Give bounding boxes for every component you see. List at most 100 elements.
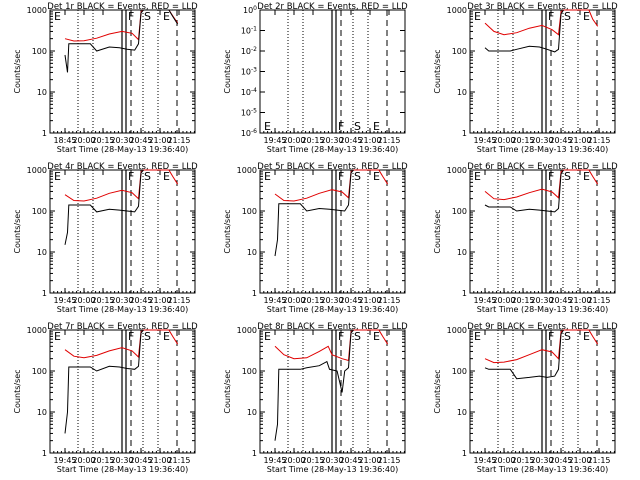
x-tick-label: 19:45 — [263, 296, 286, 305]
y-axis-label: Counts/sec — [223, 209, 232, 253]
lld-series-line — [274, 169, 389, 202]
event-marker-label: E — [583, 330, 590, 343]
x-tick-label: 20:15 — [511, 136, 534, 145]
y-tick-label: 10 — [457, 88, 467, 97]
chart-panel-7: Det 7r BLACK = Events, RED = LLD 1 10 100 10… — [13, 322, 198, 474]
y-tick-label: 100 — [452, 47, 467, 56]
events-series-line — [64, 169, 144, 245]
event-marker-label: S — [564, 170, 571, 183]
event-marker-label: E — [474, 170, 481, 183]
y-tick-label: 10-6 — [241, 128, 257, 138]
events-series-line — [274, 329, 354, 441]
x-tick-label: 20:15 — [91, 456, 114, 465]
x-tick-label: 20:00 — [72, 456, 95, 465]
x-tick-label: 21:15 — [377, 456, 400, 465]
lld-series-line — [484, 329, 599, 364]
x-tick-label: 20:30 — [320, 136, 343, 145]
x-tick-label: 20:15 — [91, 136, 114, 145]
y-tick-label: 10 — [247, 248, 257, 257]
x-tick-label: 21:00 — [148, 136, 171, 145]
event-marker-label: E — [54, 10, 61, 23]
event-marker-label: F — [338, 120, 344, 133]
events-series-line — [274, 169, 354, 257]
events-series-line — [484, 9, 564, 53]
y-tick-label: 1 — [462, 129, 467, 138]
y-tick-label: 100 — [32, 47, 47, 56]
x-tick-label: 20:45 — [129, 456, 152, 465]
panel-title: Det 1r BLACK = Events, RED = LLD — [47, 2, 198, 12]
event-marker-label: E — [373, 170, 380, 183]
x-tick-label: 20:30 — [320, 456, 343, 465]
y-tick-label: 10 — [37, 88, 47, 97]
event-marker-label: E — [583, 170, 590, 183]
x-tick-label: 20:30 — [110, 296, 133, 305]
event-marker-label: E — [54, 170, 61, 183]
x-tick-label: 20:30 — [530, 456, 553, 465]
lld-series-line — [64, 169, 179, 202]
y-tick-label: 1000 — [447, 326, 467, 335]
y-tick-label: 1 — [42, 449, 47, 458]
panel-title: Det 7r BLACK = Events, RED = LLD — [47, 322, 198, 332]
x-tick-label: 21:00 — [568, 456, 591, 465]
x-axis-label: Start Time (28-May-13 19:36:40) — [57, 465, 188, 474]
x-tick-label: 20:15 — [91, 296, 114, 305]
x-tick-label: 20:00 — [492, 296, 515, 305]
event-marker-label: S — [564, 10, 571, 23]
x-tick-label: 20:00 — [282, 296, 305, 305]
y-tick-label: 1000 — [447, 6, 467, 15]
x-axis-label: Start Time (28-May-13 19:36:40) — [267, 305, 398, 314]
event-marker-label: S — [564, 330, 571, 343]
y-tick-label: 1 — [252, 449, 257, 458]
x-tick-label: 20:45 — [549, 136, 572, 145]
y-axis-label: Counts/sec — [433, 209, 442, 253]
chart-panel-9: Det 9r BLACK = Events, RED = LLD 1 10 100 10… — [433, 322, 618, 474]
x-tick-label: 20:45 — [339, 136, 362, 145]
y-tick-label: 1 — [252, 289, 257, 298]
event-marker-label: E — [163, 10, 170, 23]
chart-panel-6: Det 6r BLACK = Events, RED = LLD 1 10 100 10… — [433, 162, 618, 314]
x-tick-label: 20:00 — [72, 296, 95, 305]
panel-title: Det 8r BLACK = Events, RED = LLD — [257, 322, 408, 332]
x-tick-label: 21:00 — [148, 456, 171, 465]
event-marker-label: S — [354, 170, 361, 183]
panel-title: Det 4r BLACK = Events, RED = LLD — [47, 162, 198, 172]
y-tick-label: 1 — [42, 129, 47, 138]
x-axis-label: Start Time (28-May-13 19:36:40) — [267, 145, 398, 154]
x-axis-label: Start Time (28-May-13 19:36:40) — [57, 145, 188, 154]
x-axis-label: Start Time (28-May-13 19:36:40) — [477, 145, 608, 154]
x-tick-label: 20:00 — [72, 136, 95, 145]
x-tick-label: 21:00 — [358, 456, 381, 465]
event-marker-label: F — [338, 170, 344, 183]
x-tick-label: 21:00 — [568, 136, 591, 145]
x-axis-label: Start Time (28-May-13 19:36:40) — [57, 305, 188, 314]
event-marker-label: F — [128, 330, 134, 343]
x-tick-label: 19:45 — [263, 136, 286, 145]
event-marker-label: E — [54, 330, 61, 343]
x-axis-label: Start Time (28-May-13 19:36:40) — [477, 305, 608, 314]
chart-panel-5: Det 5r BLACK = Events, RED = LLD 1 10 100 10… — [223, 162, 408, 314]
event-marker-label: S — [354, 330, 361, 343]
y-tick-label: 10 — [457, 248, 467, 257]
y-tick-label: 1000 — [237, 166, 257, 175]
x-tick-label: 20:45 — [129, 136, 152, 145]
x-tick-label: 21:15 — [167, 296, 190, 305]
x-tick-label: 20:30 — [110, 136, 133, 145]
panel-title: Det 6r BLACK = Events, RED = LLD — [467, 162, 618, 172]
event-marker-label: S — [144, 170, 151, 183]
x-tick-label: 20:30 — [110, 456, 133, 465]
event-marker-label: F — [338, 330, 344, 343]
events-series-line — [484, 169, 564, 213]
panel-title: Det 3r BLACK = Events, RED = LLD — [467, 2, 618, 12]
event-marker-label: F — [128, 170, 134, 183]
y-tick-label: 1000 — [27, 166, 47, 175]
lld-series-line — [64, 9, 179, 42]
y-tick-label: 1 — [462, 289, 467, 298]
x-tick-label: 20:45 — [549, 456, 572, 465]
x-axis-label: Start Time (28-May-13 19:36:40) — [267, 465, 398, 474]
y-axis-label: Counts/sec — [13, 369, 22, 413]
y-tick-label: 1000 — [447, 166, 467, 175]
x-tick-label: 19:45 — [53, 456, 76, 465]
y-tick-label: 10-2 — [241, 46, 257, 56]
lld-series-line — [64, 329, 179, 359]
x-tick-label: 20:15 — [511, 296, 534, 305]
